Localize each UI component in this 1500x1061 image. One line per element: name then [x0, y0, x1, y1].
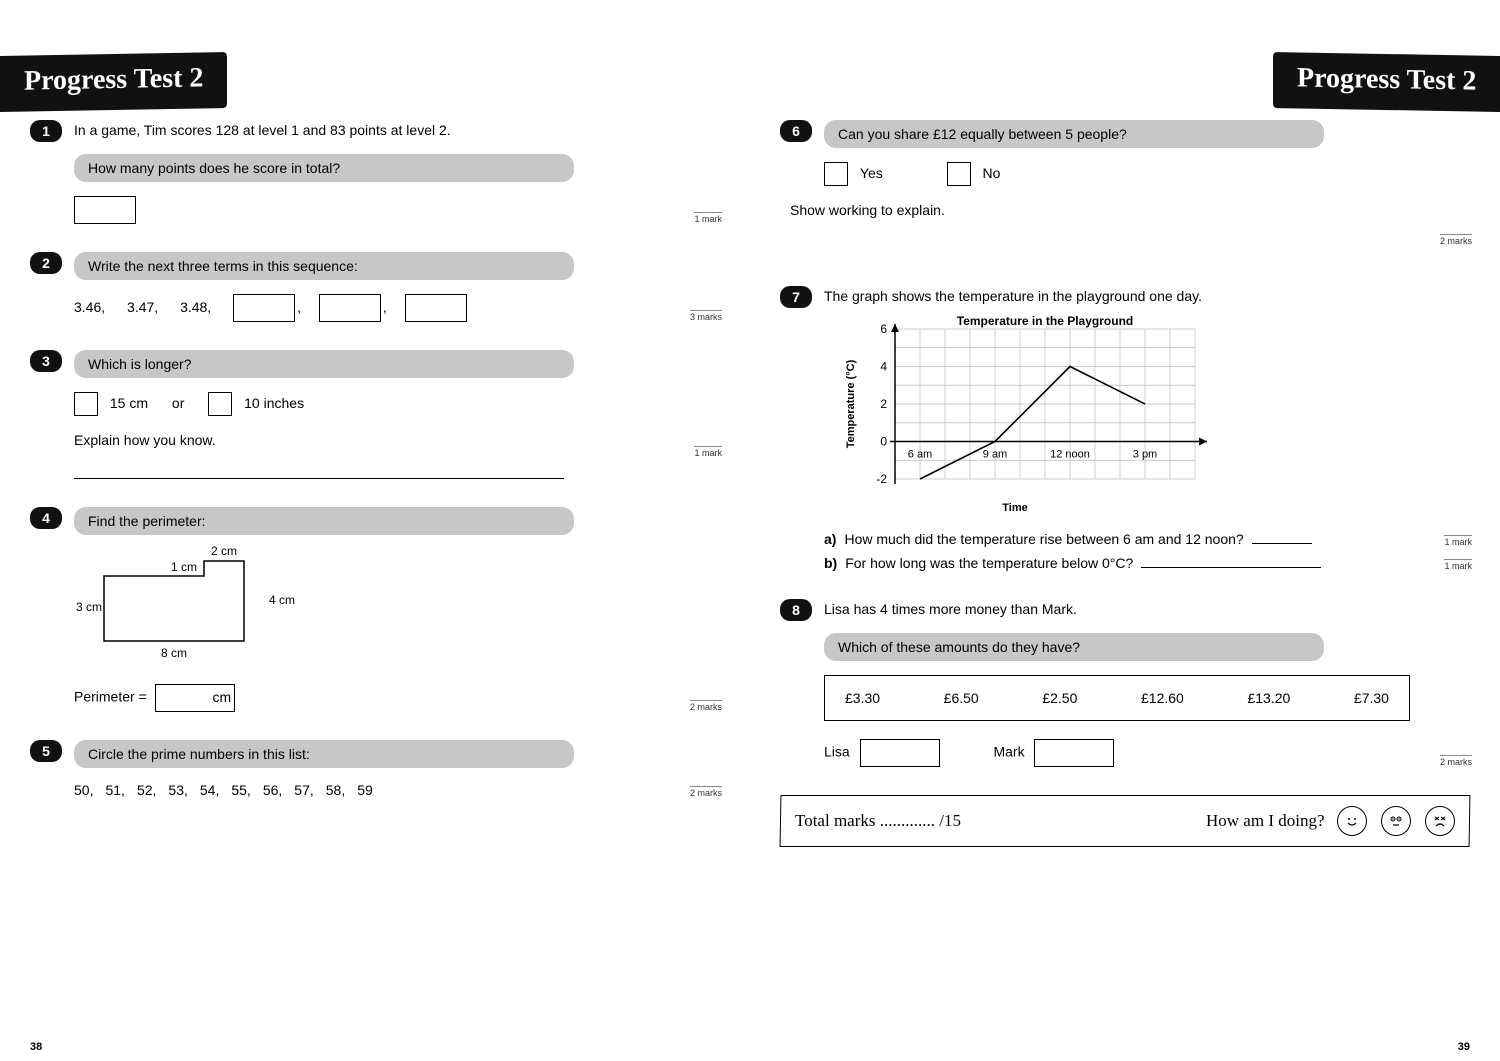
svg-text:3 pm: 3 pm [1133, 449, 1157, 461]
opt1: 15 cm [110, 395, 148, 411]
qnum: 1 [30, 120, 62, 142]
temperature-chart: -2 0 2 4 6 6 am 9 am 12 noon 3 pm Temperature in … [840, 314, 1470, 517]
face-sad-icon[interactable] [1425, 806, 1455, 836]
svg-text:-2: -2 [876, 472, 887, 486]
perimeter-eq: Perimeter = [74, 689, 147, 705]
question-2: 2 Write the next three terms in this seq… [30, 252, 720, 322]
marks: 1 mark [694, 446, 722, 458]
svg-text:12 noon: 12 noon [1050, 449, 1090, 461]
subq-b-text: For how long was the temperature below 0… [845, 555, 1133, 571]
svg-text:8 cm: 8 cm [161, 646, 187, 660]
total-marks: Total marks ............. /15 [795, 811, 961, 831]
answer-box[interactable] [860, 739, 940, 767]
question-4: 4 Find the perimeter: 2 cm 1 cm 3 cm 4 c… [30, 507, 720, 712]
answer-line[interactable] [1141, 567, 1321, 568]
marks: 2 marks [1440, 755, 1472, 767]
perimeter-shape: 2 cm 1 cm 3 cm 4 cm 8 cm [74, 541, 720, 674]
svg-text:0: 0 [880, 435, 887, 449]
marks: 3 marks [690, 310, 722, 322]
q1-intro: In a game, Tim scores 128 at level 1 and… [74, 120, 451, 138]
face-happy-icon[interactable] [1337, 806, 1367, 836]
seq-term: 3.46, [74, 299, 105, 315]
marks: 2 marks [1440, 234, 1472, 246]
face-neutral-icon[interactable] [1381, 806, 1411, 836]
answer-box[interactable] [1034, 739, 1114, 767]
question-7: 7 The graph shows the temperature in the… [780, 286, 1470, 571]
amounts-list: £3.30£6.50£2.50£12.60£13.20£7.30 [824, 675, 1410, 721]
qnum: 8 [780, 599, 812, 621]
answer-line[interactable] [74, 478, 564, 479]
subq-a: a) [824, 531, 836, 547]
q4-prompt: Find the perimeter: [74, 507, 574, 535]
svg-text:Temperature in the Playground: Temperature in the Playground [957, 314, 1133, 328]
or-label: or [172, 395, 184, 411]
svg-text:2 cm: 2 cm [211, 544, 237, 558]
checkbox[interactable] [208, 392, 232, 416]
svg-text:9 am: 9 am [983, 449, 1007, 461]
page-left: Progress Test 2 1 In a game, Tim scores … [0, 0, 750, 1061]
qnum: 5 [30, 740, 62, 762]
unit: cm [213, 689, 232, 705]
qnum: 3 [30, 350, 62, 372]
q7-intro: The graph shows the temperature in the p… [824, 286, 1202, 304]
svg-text:6: 6 [880, 322, 887, 336]
q3-prompt: Which is longer? [74, 350, 574, 378]
opt2: 10 inches [244, 395, 304, 411]
answer-box[interactable] [405, 294, 467, 322]
subq-b: b) [824, 555, 837, 571]
prime-list[interactable]: 50,51,52,53,54,55,56,57,58,59 [74, 782, 720, 798]
answer-box[interactable] [74, 196, 136, 224]
q8-intro: Lisa has 4 times more money than Mark. [824, 599, 1077, 617]
page-title: Progress Test 2 [0, 52, 227, 112]
answer-line[interactable] [1252, 543, 1312, 544]
page-number: 38 [30, 1041, 42, 1053]
answer-box[interactable] [319, 294, 381, 322]
svg-text:4 cm: 4 cm [269, 593, 295, 607]
question-6: 6 Can you share £12 equally between 5 pe… [780, 120, 1470, 218]
mark-label: Mark [993, 744, 1024, 760]
q1-prompt: How many points does he score in total? [74, 154, 574, 182]
answer-box[interactable] [233, 294, 295, 322]
marks: 1 mark [1444, 559, 1472, 571]
svg-text:2: 2 [880, 397, 887, 411]
q2-prompt: Write the next three terms in this seque… [74, 252, 574, 280]
checkbox-no[interactable] [947, 162, 971, 186]
working-label: Show working to explain. [790, 202, 1470, 218]
marks: 2 marks [690, 786, 722, 798]
qnum: 7 [780, 286, 812, 308]
seq-term: 3.47, [127, 299, 158, 315]
svg-text:3 cm: 3 cm [76, 600, 102, 614]
page-number: 39 [1458, 1041, 1470, 1053]
svg-text:6 am: 6 am [908, 449, 932, 461]
qnum: 2 [30, 252, 62, 274]
page-title: Progress Test 2 [1273, 52, 1500, 112]
checkbox[interactable] [74, 392, 98, 416]
question-8: 8 Lisa has 4 times more money than Mark.… [780, 599, 1470, 767]
question-1: 1 In a game, Tim scores 128 at level 1 a… [30, 120, 720, 224]
yes-label: Yes [860, 165, 883, 181]
svg-text:1 cm: 1 cm [171, 560, 197, 574]
marks: 1 mark [694, 212, 722, 224]
q5-prompt: Circle the prime numbers in this list: [74, 740, 574, 768]
svg-text:4: 4 [880, 360, 887, 374]
marks: 2 marks [690, 700, 722, 712]
q6-prompt: Can you share £12 equally between 5 peop… [824, 120, 1324, 148]
footer: Total marks ............. /15 How am I d… [780, 795, 1471, 847]
question-3: 3 Which is longer? 15 cm or 10 inches Ex… [30, 350, 720, 479]
question-5: 5 Circle the prime numbers in this list:… [30, 740, 720, 798]
qnum: 4 [30, 507, 62, 529]
page-right: Progress Test 2 6 Can you share £12 equa… [750, 0, 1500, 1061]
no-label: No [983, 165, 1001, 181]
subq-a-text: How much did the temperature rise betwee… [844, 531, 1243, 547]
marks: 1 mark [1444, 535, 1472, 547]
lisa-label: Lisa [824, 744, 850, 760]
qnum: 6 [780, 120, 812, 142]
q8-prompt: Which of these amounts do they have? [824, 633, 1324, 661]
how-doing: How am I doing? [1206, 811, 1325, 831]
checkbox-yes[interactable] [824, 162, 848, 186]
svg-text:Temperature (°C): Temperature (°C) [845, 359, 857, 448]
explain-label: Explain how you know. [74, 432, 720, 448]
seq-term: 3.48, [180, 299, 211, 315]
svg-text:Time: Time [1002, 502, 1027, 514]
